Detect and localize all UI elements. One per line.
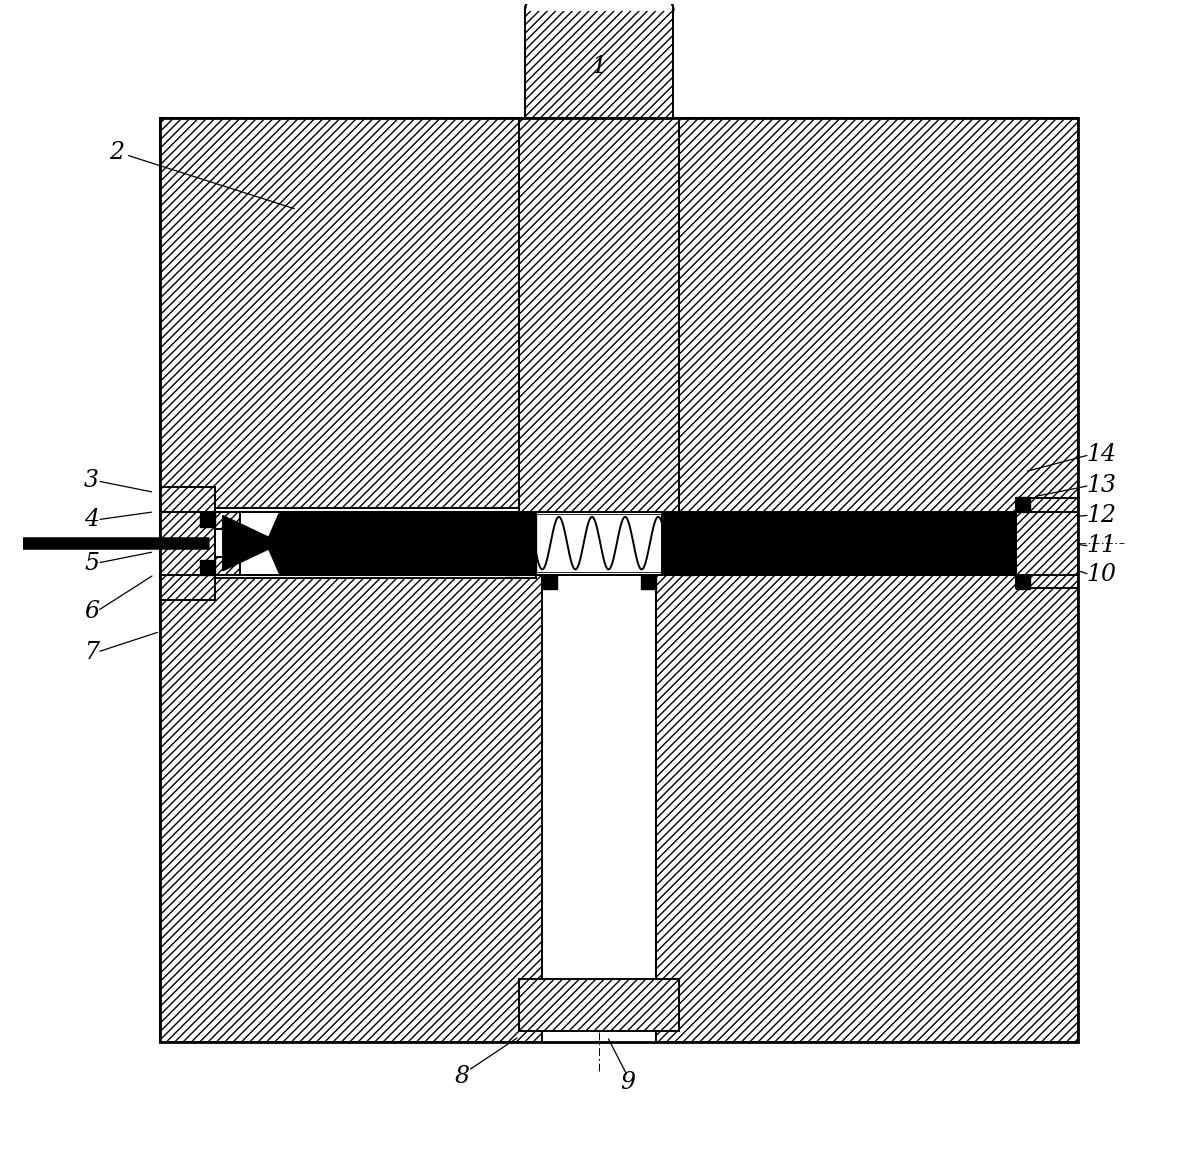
Text: 6: 6 xyxy=(84,600,99,623)
Bar xyxy=(1016,574,1030,589)
Text: 11: 11 xyxy=(1086,534,1116,557)
Bar xyxy=(520,979,679,1031)
Text: 12: 12 xyxy=(1086,503,1116,526)
Bar xyxy=(160,574,542,1042)
Polygon shape xyxy=(525,0,673,10)
Bar xyxy=(199,511,215,526)
Text: 5: 5 xyxy=(84,552,99,574)
Bar xyxy=(656,574,1078,1042)
Text: 2: 2 xyxy=(109,141,125,164)
Text: 4: 4 xyxy=(84,508,99,531)
Text: 7: 7 xyxy=(84,640,99,664)
Bar xyxy=(641,574,656,589)
Text: 8: 8 xyxy=(455,1065,470,1088)
Bar xyxy=(215,511,240,530)
Polygon shape xyxy=(266,511,537,574)
Bar xyxy=(542,574,557,589)
Bar xyxy=(160,118,520,511)
Text: 14: 14 xyxy=(1086,444,1116,466)
Bar xyxy=(160,487,215,511)
Text: 9: 9 xyxy=(621,1071,635,1094)
Polygon shape xyxy=(662,511,1030,574)
Polygon shape xyxy=(223,516,281,571)
Polygon shape xyxy=(525,0,673,10)
Bar xyxy=(525,10,673,118)
Bar xyxy=(520,118,679,511)
Bar xyxy=(1016,496,1030,511)
Bar xyxy=(1016,498,1078,588)
Bar xyxy=(679,560,694,574)
Text: 1: 1 xyxy=(591,55,607,78)
Bar xyxy=(160,118,1078,1042)
Bar xyxy=(679,511,694,526)
Text: 10: 10 xyxy=(1086,563,1116,586)
Bar xyxy=(542,574,656,979)
Text: 13: 13 xyxy=(1086,475,1116,498)
Bar xyxy=(504,560,520,574)
Bar xyxy=(504,511,520,526)
Bar xyxy=(537,511,662,574)
Text: 3: 3 xyxy=(84,470,99,493)
Bar xyxy=(215,574,537,578)
Bar xyxy=(199,560,215,574)
Bar xyxy=(160,511,215,574)
Bar xyxy=(215,508,537,511)
Bar xyxy=(160,574,215,600)
Bar xyxy=(215,511,1016,574)
Bar xyxy=(215,557,240,574)
Bar xyxy=(679,118,1078,511)
